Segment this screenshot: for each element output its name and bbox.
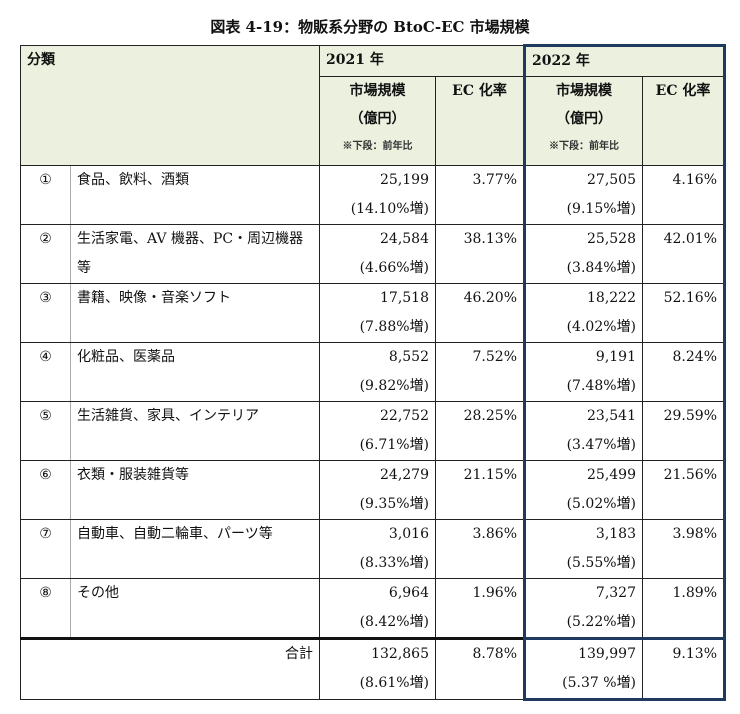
header-2022: 2022 年 [523, 44, 726, 77]
header-category: 分類 [20, 45, 320, 166]
ec-rate-2021: 3.86% [435, 519, 525, 579]
market-2021: 6,964 (8.42%増) [319, 578, 436, 639]
market-2021: 24,279 (9.35%増) [319, 460, 436, 520]
row-category: 食品、飲料、酒類 [70, 165, 320, 225]
unit-label: （億円） [556, 111, 612, 127]
row-category: 化粧品、医薬品 [70, 342, 320, 402]
market-2021: 3,016 (8.33%増) [319, 519, 436, 579]
ec-rate-2022: 29.59% [642, 401, 726, 461]
row-number: ⑧ [20, 578, 71, 639]
category-label: 分類 [27, 52, 55, 68]
unit-label: （億円） [349, 111, 406, 127]
market-2022: 25,528 (3.84%増) [523, 224, 643, 284]
table-row: ⑥ 衣類・服装雑貨等 24,279 (9.35%増) 21.15% 25,499(… [20, 460, 726, 520]
ec-rate-2022: 52.16% [642, 283, 726, 343]
total-ec-2021: 8.78% [435, 637, 525, 700]
row-number: ④ [20, 342, 71, 402]
market-2022: 27,505 (9.15%増) [523, 165, 643, 225]
note-label: ※下段：前年比 [549, 141, 619, 152]
market-2022: 3,183 (5.55%増) [523, 519, 643, 579]
row-category: 書籍、映像・音楽ソフト [70, 283, 320, 343]
header-market-2021: 市場規模 （億円） ※下段：前年比 [319, 76, 436, 166]
row-category: 衣類・服装雑貨等 [70, 460, 320, 520]
row-number: ⑦ [20, 519, 71, 579]
ec-market-table: 分類 2021 年 2022 年 市場規模 （億円） ※下段：前年比 EC 化率 市… [20, 44, 726, 701]
total-market-2021: 132,865 (8.61%増) [319, 637, 436, 700]
row-number: ① [20, 165, 71, 225]
table-row: ② 生活家電、AV 機器、PC・周辺機器等 24,584 (4.66%増) 38.… [20, 224, 726, 284]
header-2021: 2021 年 [319, 45, 525, 77]
market-2022: 25,499 (5.02%増) [523, 460, 643, 520]
header-ec-2022: EC 化率 [642, 76, 726, 166]
header-market-2022: 市場規模 （億円） ※下段：前年比 [523, 76, 643, 166]
market-2021: 25,199 (14.10%増) [319, 165, 436, 225]
table-row: ⑤ 生活雑貨、家具、インテリア 22,752 (6.71%増) 28.25% 23… [20, 401, 726, 461]
row-number: ⑤ [20, 401, 71, 461]
market-label: 市場規模 [556, 83, 612, 99]
market-2022: 7,327 (5.22%増) [523, 578, 643, 639]
row-number: ② [20, 224, 71, 284]
ec-rate-2021: 1.96% [435, 578, 525, 639]
ec-rate-2022: 21.56% [642, 460, 726, 520]
table-row: ③ 書籍、映像・音楽ソフト 17,518 (7.88%増) 46.20% 18,2… [20, 283, 726, 343]
ec-rate-2021: 38.13% [435, 224, 525, 284]
table-row: ⑦ 自動車、自動二輪車、パーツ等 3,016 (8.33%増) 3.86% 3,1… [20, 519, 726, 579]
market-label: 市場規模 [349, 83, 406, 99]
market-2022: 9,191 (7.48%増) [523, 342, 643, 402]
row-category: その他 [70, 578, 320, 639]
table-row: ⑧ その他 6,964 (8.42%増) 1.96% 7,327 (5.22%増) … [20, 578, 726, 639]
ec-rate-2021: 46.20% [435, 283, 525, 343]
ec-rate-2022: 1.89% [642, 578, 726, 639]
header-ec-2021: EC 化率 [435, 76, 525, 166]
note-label: ※下段：前年比 [342, 141, 413, 152]
total-row: 合計 132,865 (8.61%増) 8.78% 139,997 (5.37 %増… [20, 637, 726, 701]
row-number: ③ [20, 283, 71, 343]
table-row: ④ 化粧品、医薬品 8,552 (9.82%増) 7.52% 9,191 (7.48… [20, 342, 726, 402]
market-2021: 24,584 (4.66%増) [319, 224, 436, 284]
market-2021: 8,552 (9.82%増) [319, 342, 436, 402]
market-2022: 18,222 (4.02%増) [523, 283, 643, 343]
ec-rate-2021: 7.52% [435, 342, 525, 402]
ec-rate-2022: 4.16% [642, 165, 726, 225]
market-2021: 22,752 (6.71%増) [319, 401, 436, 461]
ec-rate-2022: 8.24% [642, 342, 726, 402]
total-ec-2022: 9.13% [642, 637, 726, 701]
row-category: 生活家電、AV 機器、PC・周辺機器等 [70, 224, 320, 284]
row-number: ⑥ [20, 460, 71, 520]
table-title: 図表 4-19：物販系分野の BtoC-EC 市場規模 [210, 18, 530, 36]
ec-rate-2021: 3.77% [435, 165, 525, 225]
table-row: ① 食品、飲料、酒類 25,199 (14.10%増) 3.77% 27,505(… [20, 165, 726, 225]
market-2021: 17,518 (7.88%増) [319, 283, 436, 343]
total-label: 合計 [20, 637, 320, 700]
ec-rate-2022: 42.01% [642, 224, 726, 284]
row-category: 自動車、自動二輪車、パーツ等 [70, 519, 320, 579]
market-2022: 23,541 (3.47%増) [523, 401, 643, 461]
ec-rate-2022: 3.98% [642, 519, 726, 579]
ec-rate-2021: 21.15% [435, 460, 525, 520]
total-market-2022: 139,997 (5.37 %増) [523, 637, 643, 701]
row-category: 生活雑貨、家具、インテリア [70, 401, 320, 461]
ec-rate-2021: 28.25% [435, 401, 525, 461]
